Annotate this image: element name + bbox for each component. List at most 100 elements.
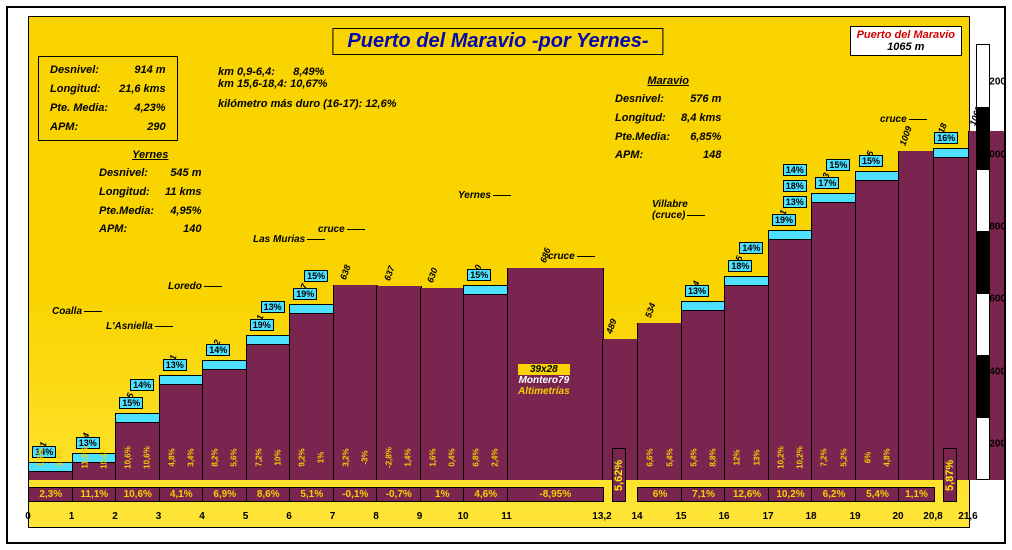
km-gradient-box: 10,6%: [115, 487, 161, 502]
km-notes: km 0,9-6,4: 8,49% km 15,6-18,4: 10,67% k…: [218, 66, 397, 110]
max-gradient-label: 13%: [261, 301, 285, 313]
km-gradient-box: 11,1%: [72, 487, 118, 502]
place-label: L'Asniella: [106, 321, 173, 332]
summit-alt: 1065 m: [887, 41, 924, 53]
place-label: cruce: [880, 114, 927, 125]
max-gradient-label: 19%: [250, 319, 274, 331]
maravio-stats-box: Maravio Desnivel:576 mLongitud:8,4 kmsPt…: [612, 74, 724, 166]
km-gradient-box: 1%: [420, 487, 466, 502]
sub-gradient-label: 10,2%: [777, 446, 786, 469]
xaxis-tick: 14: [631, 511, 642, 522]
profile-bar: 6301,6%0,4%: [420, 288, 466, 480]
xaxis-tick: 9: [417, 511, 423, 522]
km-note-1: km 0,9-6,4: 8,49%: [218, 66, 397, 78]
max-gradient-label: 14%: [739, 242, 763, 254]
km-gradient-box: 6,9%: [202, 487, 248, 502]
xaxis-tick: 17: [762, 511, 773, 522]
xaxis-tick: 18: [805, 511, 816, 522]
max-gradient-label: 13%: [163, 359, 187, 371]
sub-gradient-label: 6,6%: [646, 448, 655, 466]
sub-gradient-label: 4,8%: [167, 448, 176, 466]
max-gradient-label: 15%: [304, 270, 328, 282]
xaxis-tick: 15: [675, 511, 686, 522]
place-label: Loredo: [168, 281, 222, 292]
sub-gradient-label: 13%: [752, 449, 761, 465]
max-gradient-label: 15%: [826, 159, 850, 171]
sub-gradient-label: 7,2%: [820, 448, 829, 466]
sub-gradient-label: 5,4%: [665, 448, 674, 466]
xaxis-tick: 5: [243, 511, 249, 522]
max-gradient-label: 15%: [467, 269, 491, 281]
profile-bar: 1009: [898, 151, 935, 480]
km-gradient-box: 6,2%: [811, 487, 857, 502]
profile-bar: 637-2,8%1,4%: [376, 286, 422, 480]
profile-bar: 6383,2%-3%: [333, 285, 379, 480]
max-gradient-label: 13%: [685, 285, 709, 297]
max-gradient-label: 19%: [772, 214, 796, 226]
yernes-stats-table: Desnivel:545 mLongitud:11 kmsPte.Media:4…: [96, 163, 205, 240]
main-stats-table: Desnivel:914 mLongitud:21,6 kmsPte. Medi…: [47, 60, 169, 137]
profile-bar: 5346,6%5,4%: [637, 323, 683, 480]
sub-gradient-label: 3,2%: [341, 448, 350, 466]
maravio-title: Maravio: [612, 74, 724, 89]
km-gradient-box: 12,6%: [724, 487, 770, 502]
sub-gradient-label: 5,6%: [230, 448, 239, 466]
km-gradient-box: 2,3%: [28, 487, 74, 502]
xaxis-tick: 19: [849, 511, 860, 522]
profile-bar: 64015%6,8%2,4%: [463, 285, 509, 480]
max-gradient-label: 14%: [130, 379, 154, 391]
chart-area: Puerto del Maravio -por Yernes- Puerto d…: [28, 16, 968, 526]
xaxis-tick: 20: [892, 511, 903, 522]
max-gradient-label: 13%: [783, 196, 807, 208]
xaxis-tick: 16: [718, 511, 729, 522]
km-gradient-box: -0,7%: [376, 487, 422, 502]
profile-bar: 39113%4,8%3,4%: [159, 375, 205, 480]
xaxis-tick: 1: [69, 511, 75, 522]
sub-gradient-label: 7,2%: [254, 448, 263, 466]
sub-gradient-label: 1%: [317, 452, 326, 464]
chart-inner: Puerto del Maravio -por Yernes- Puerto d…: [6, 6, 1006, 544]
sub-gradient-label: 5,2%: [839, 448, 848, 466]
sub-gradient-label: 8,8%: [708, 448, 717, 466]
max-gradient-label: 19%: [293, 288, 317, 300]
max-gradient-label: 15%: [859, 155, 883, 167]
xaxis-tick: 13,2: [592, 511, 611, 522]
profile-bar: 59413%5,4%8,8%: [681, 301, 726, 480]
km-note-3: kilómetro más duro (16-17): 12,6%: [218, 98, 397, 110]
place-label: Yernes: [458, 190, 511, 201]
profile-bar: 15114%1,2%3,4%: [28, 462, 74, 480]
max-gradient-label: 18%: [728, 260, 752, 272]
profile-bar: 28515%14%10,6%10,6%: [115, 413, 161, 480]
sub-gradient-label: 10,4%: [99, 446, 108, 469]
maravio-stats-table: Desnivel:576 mLongitud:8,4 kmsPte.Media:…: [612, 89, 724, 166]
sub-gradient-label: 10%: [273, 449, 282, 465]
yaxis-tick: 200: [989, 438, 1006, 449]
max-gradient-label: 17%: [815, 177, 839, 189]
sub-gradient-label: 10,2%: [795, 446, 804, 469]
profile-bar: 43214%8,2%5,6%: [202, 360, 248, 480]
xaxis-tick: 4: [199, 511, 205, 522]
profile-bar: 58719%15%9,2%1%: [289, 304, 335, 480]
km-gradient-box: 5,87%: [943, 448, 957, 502]
max-gradient-label: 18%: [783, 180, 807, 192]
km-gradient-box: 6%: [637, 487, 683, 502]
xaxis-tick: 20,8: [923, 511, 942, 522]
profile-bar: 17413%11,9%10,4%: [72, 453, 118, 480]
sub-gradient-label: 1,2%: [37, 448, 46, 466]
km-gradient-box: -8,95%: [507, 487, 605, 502]
km-gradient-box: 1,1%: [898, 487, 935, 502]
sub-gradient-label: 9,2%: [298, 448, 307, 466]
sub-gradient-label: 12%: [733, 449, 742, 465]
km-gradient-box: 7,1%: [681, 487, 726, 502]
yaxis-scale: [976, 46, 990, 480]
profile-bar: 50119%13%7,2%10%: [246, 335, 292, 480]
place-label: Coalla: [52, 306, 102, 317]
sub-gradient-label: 10,6%: [143, 446, 152, 469]
profile-bar: 79119%13%18%14%10,2%10,2%: [768, 230, 813, 480]
sub-gradient-label: 3,4%: [186, 448, 195, 466]
yernes-stats-box: Yernes Desnivel:545 mLongitud:11 kmsPte.…: [96, 148, 205, 240]
sub-gradient-label: 1,6%: [428, 448, 437, 466]
yaxis-tick: 600: [989, 294, 1006, 305]
summit-name: Puerto del Maravio: [857, 29, 955, 41]
yaxis-tick: 400: [989, 366, 1006, 377]
